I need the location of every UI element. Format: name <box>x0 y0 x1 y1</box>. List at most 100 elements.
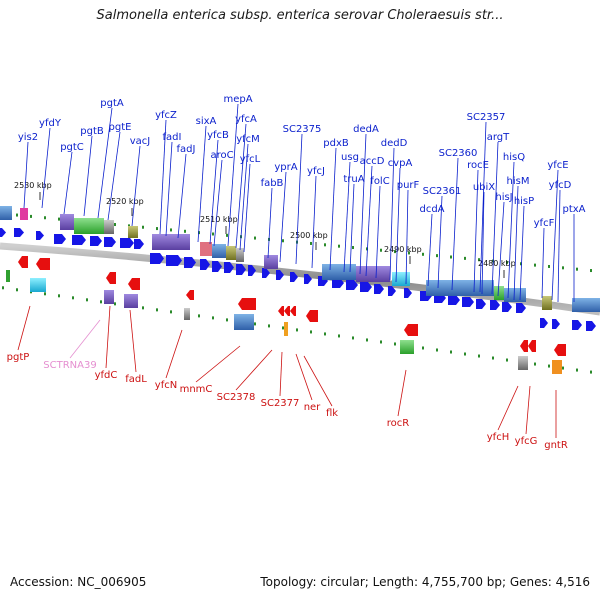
forward-gene-arrow <box>72 235 86 245</box>
topology-label: Topology: circular; Length: 4,755,700 bp… <box>260 575 590 589</box>
gene-label-top: argT <box>487 132 510 143</box>
label-leader-line <box>479 121 487 293</box>
gene-label-top: rocE <box>467 160 489 171</box>
gene-label-top: yfcZ <box>155 110 177 121</box>
feature-box <box>356 266 390 282</box>
forward-gene-arrow <box>0 228 6 237</box>
gene-label-top: yfcJ <box>307 166 325 177</box>
label-leader-line <box>197 125 207 243</box>
map-title: Salmonella enterica subsp. enterica sero… <box>96 8 504 23</box>
label-leader-line <box>239 143 249 251</box>
tick-dot <box>422 346 424 350</box>
forward-gene-arrow <box>360 282 372 292</box>
label-leader-line <box>427 213 433 287</box>
gene-label-top: yis2 <box>18 132 38 143</box>
gene-label-bottom: SC2377 <box>261 398 300 409</box>
forward-gene-arrow <box>540 318 548 328</box>
label-leader-line <box>209 139 219 245</box>
label-leader-line <box>63 151 73 215</box>
gene-label-top: pgtC <box>60 142 84 153</box>
forward-gene-arrow <box>586 321 596 331</box>
reverse-gene-arrow <box>106 272 116 284</box>
feature-box <box>226 246 236 260</box>
gene-label-top: SC2361 <box>423 186 462 197</box>
gene-label-top: hisP <box>514 196 534 207</box>
tick-dot <box>212 232 214 236</box>
label-leader-line <box>107 131 121 221</box>
gene-label-top: pgtA <box>100 98 124 109</box>
forward-gene-arrow <box>212 261 222 272</box>
label-leader-line <box>97 107 113 219</box>
scale-tick-label: 2520 kbp <box>106 197 144 206</box>
label-leader-line <box>227 103 239 247</box>
forward-gene-arrow <box>388 286 396 296</box>
reverse-gene-arrow <box>306 310 318 322</box>
forward-gene-arrow <box>104 237 116 247</box>
tick-dot <box>2 286 4 290</box>
forward-gene-arrow <box>516 303 526 313</box>
tick-dot <box>352 336 354 340</box>
gene-label-top: dedD <box>381 138 408 149</box>
reverse-gene-arrow <box>404 324 418 336</box>
reverse-gene-arrow <box>528 340 536 352</box>
gene-arrow-layer <box>0 228 596 356</box>
tick-dot <box>478 354 480 358</box>
tick-dot <box>338 244 340 248</box>
tick-dot <box>324 332 326 336</box>
scale-tick-label: 2530 kbp <box>14 181 52 190</box>
tick-dot <box>310 330 312 334</box>
tick-dot <box>282 326 284 330</box>
feature-box <box>184 308 190 320</box>
label-leader-line <box>105 305 111 369</box>
feature-box <box>504 288 526 302</box>
feature-box <box>124 294 138 308</box>
tick-dot <box>226 318 228 322</box>
gene-label-bottom: SCTRNA39 <box>43 360 96 371</box>
label-leader-line <box>235 349 273 391</box>
tick-dot <box>324 243 326 247</box>
label-leader-line <box>359 133 367 275</box>
feature-box <box>322 264 356 280</box>
feature-box <box>20 208 28 220</box>
tick-dot <box>128 224 130 228</box>
tick-dot <box>436 254 438 258</box>
tick-dot <box>114 223 116 227</box>
label-leader-line <box>329 147 337 271</box>
gene-label-top: sixA <box>196 116 217 127</box>
tick-dot <box>380 340 382 344</box>
gene-label-top: hisM <box>507 176 530 187</box>
gene-label-top: pgtB <box>80 126 104 137</box>
tick-dot <box>296 328 298 332</box>
feature-box <box>400 340 414 354</box>
tick-dot <box>562 266 564 270</box>
gene-label-bottom: mnmC <box>180 384 213 395</box>
tick-dot <box>576 267 578 271</box>
feature-box <box>128 226 138 238</box>
gene-label-bottom: yfcH <box>487 432 509 443</box>
forward-gene-arrow <box>448 295 460 305</box>
scale-tick-layer: 2530 kbp 2520 kbp 2510 kbp 2500 kbp 2490 kbp… <box>14 181 516 278</box>
scale-tick-label: 2510 kbp <box>200 215 238 224</box>
forward-gene-arrow <box>374 284 384 294</box>
forward-gene-arrow <box>276 270 284 280</box>
tick-dot <box>436 348 438 352</box>
tick-dot <box>548 364 550 368</box>
label-leader-line <box>405 189 409 285</box>
label-leader-line <box>243 163 251 253</box>
gene-label-top: accD <box>360 156 385 167</box>
gene-label-bottom: rocR <box>387 418 410 429</box>
label-leader-line <box>513 185 519 301</box>
gene-label-top: yfdY <box>39 118 62 129</box>
label-leader-line <box>525 385 531 435</box>
gene-label-top: pgtE <box>109 122 132 133</box>
tick-dot <box>282 239 284 243</box>
gene-label-top: fabB <box>261 178 284 189</box>
label-leader-line <box>177 153 187 239</box>
gene-label-top: purF <box>397 180 420 191</box>
gene-label-top: fadI <box>163 132 182 143</box>
tick-dot <box>338 334 340 338</box>
feature-box <box>200 242 212 256</box>
forward-gene-arrow <box>90 236 102 246</box>
label-leader-line <box>497 201 505 297</box>
